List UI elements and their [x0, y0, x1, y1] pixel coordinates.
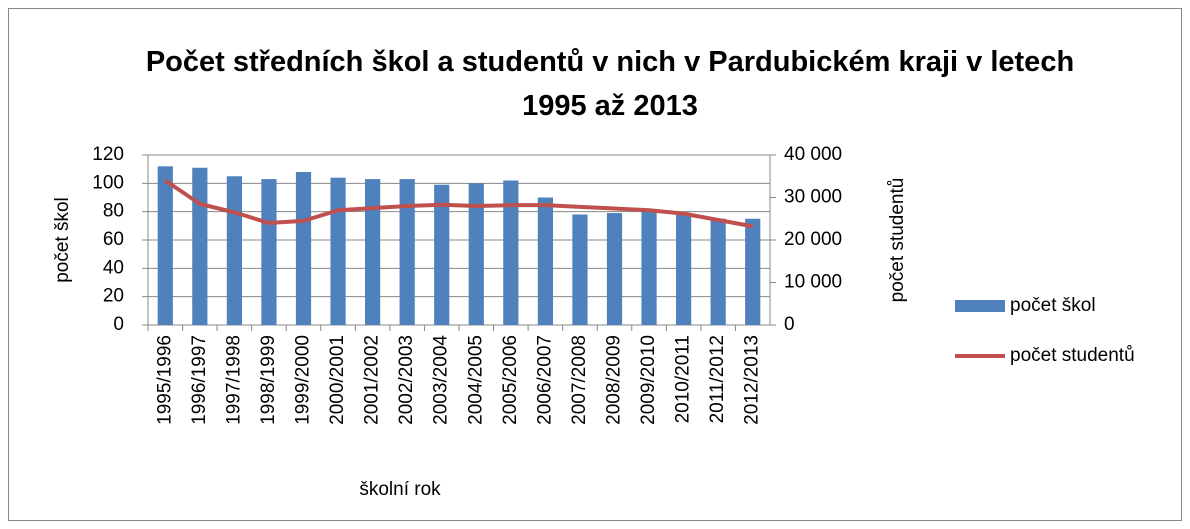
- y2-tick-label: 10 000: [784, 272, 842, 293]
- y2-tick-label: 30 000: [784, 187, 842, 208]
- bar: [468, 183, 484, 325]
- bar: [226, 176, 242, 325]
- y-axis-label: počet škol: [52, 197, 73, 283]
- bar: [434, 184, 450, 325]
- y-tick-label: 100: [92, 172, 124, 193]
- x-tick-label: 2011/2012: [707, 335, 728, 423]
- bar: [399, 179, 415, 325]
- y-tick-label: 120: [92, 144, 124, 165]
- x-tick-label: 1997/1998: [223, 335, 244, 425]
- x-axis-label: školní rok: [359, 479, 441, 500]
- x-tick-label: 1996/1997: [189, 335, 210, 425]
- x-tick-label: 1998/1999: [258, 335, 279, 425]
- x-tick-label: 2008/2009: [604, 335, 625, 425]
- y-tick-label: 40: [103, 257, 124, 278]
- x-tick-label: 2012/2013: [742, 335, 763, 425]
- bar: [365, 179, 381, 325]
- x-tick-label: 2005/2006: [500, 335, 521, 425]
- y-tick-label: 80: [103, 201, 124, 222]
- bar: [192, 167, 208, 325]
- x-tick-label: 2010/2011: [673, 335, 694, 423]
- y2-axis-label: počet studentů: [887, 178, 908, 303]
- x-tick-label: 1999/2000: [293, 335, 314, 425]
- bar: [157, 166, 173, 325]
- x-tick-label: 2004/2005: [465, 335, 486, 425]
- bar: [710, 218, 726, 325]
- bar: [676, 213, 692, 325]
- x-tick-label: 1995/1996: [154, 335, 175, 425]
- x-tick-label: 2009/2010: [638, 335, 659, 425]
- legend-swatch: [955, 300, 1005, 312]
- legend-label: počet studentů: [1010, 345, 1135, 366]
- bar: [606, 213, 623, 325]
- bar: [537, 197, 553, 325]
- x-tick-label: 2007/2008: [569, 335, 590, 425]
- y2-tick-label: 0: [784, 314, 795, 335]
- bar: [641, 211, 657, 325]
- x-tick-label: 2003/2004: [431, 335, 452, 425]
- legend-label: počet škol: [1010, 295, 1096, 316]
- y-tick-label: 60: [103, 229, 124, 250]
- y-tick-label: 20: [103, 286, 124, 307]
- bar: [572, 214, 588, 325]
- x-tick-label: 2001/2002: [362, 335, 383, 425]
- x-tick-label: 2000/2001: [327, 335, 348, 425]
- x-tick-label: 2002/2003: [396, 335, 417, 425]
- line: [164, 178, 754, 229]
- y2-tick-label: 20 000: [784, 229, 842, 250]
- bar: [745, 218, 761, 325]
- y2-tick-label: 40 000: [784, 144, 842, 165]
- chart-title: Počet středních škol a studentů v nich v…: [145, 46, 1075, 122]
- bar: [261, 179, 277, 325]
- bar: [503, 180, 519, 325]
- bar: [330, 177, 346, 325]
- bar: [295, 172, 312, 325]
- x-tick-label: 2006/2007: [534, 335, 555, 425]
- y-tick-label: 0: [113, 314, 124, 335]
